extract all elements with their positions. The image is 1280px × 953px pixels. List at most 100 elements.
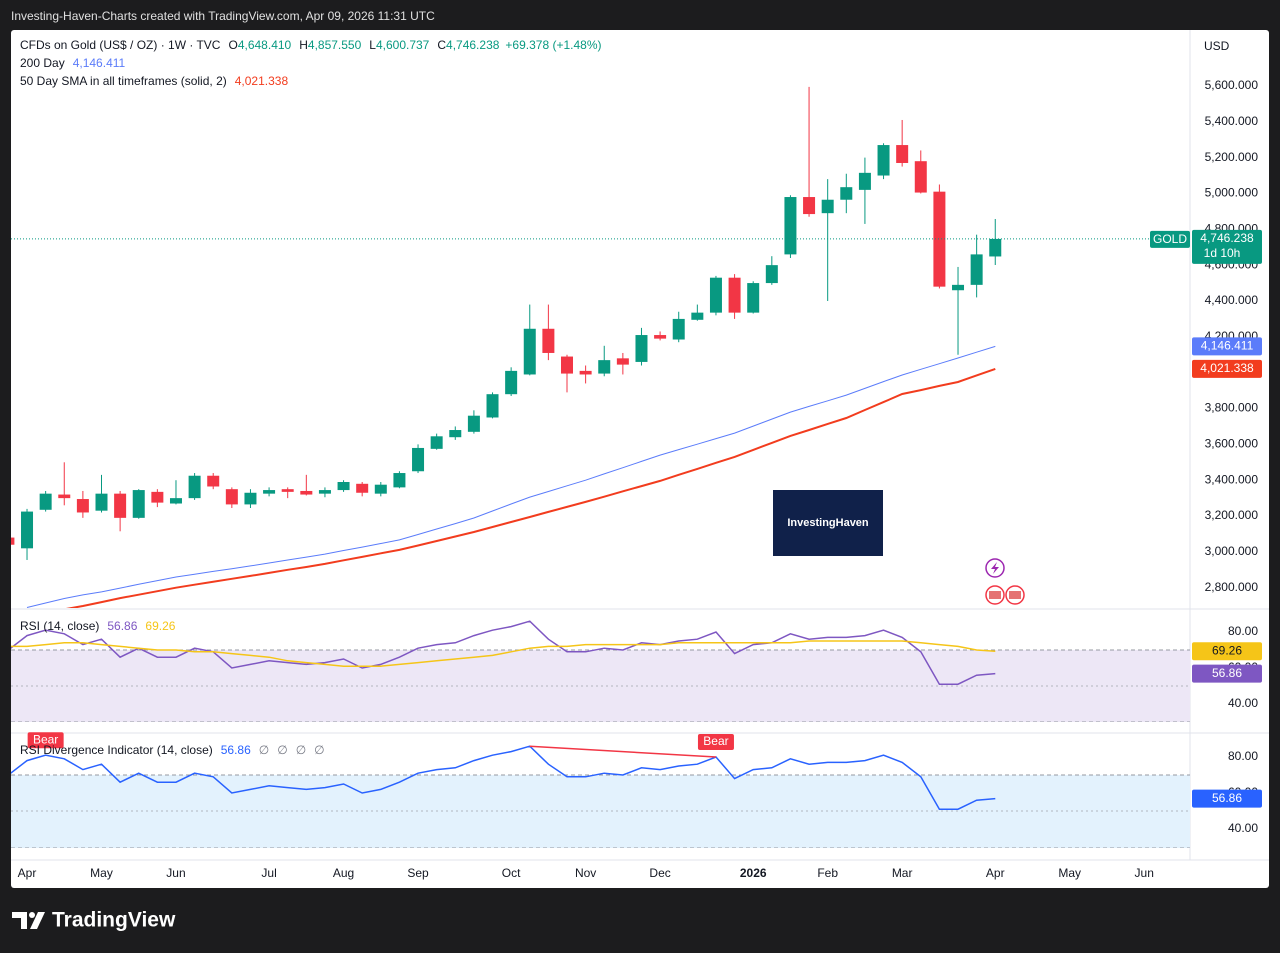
candle-body — [300, 490, 313, 495]
legend-value: 4,746.238 — [446, 38, 500, 52]
legend-name: 50 Day SMA in all timeframes (solid, 2) — [20, 74, 227, 88]
header: Investing-Haven-Charts created with Trad… — [11, 9, 435, 23]
brand-logo — [30, 912, 45, 929]
candle-body — [188, 475, 201, 499]
value-box-label: 69.26 — [1212, 643, 1242, 657]
series-line — [11, 620, 996, 685]
x-tick-label: Jun — [166, 866, 185, 880]
legend-title: CFDs on Gold (US$ / OZ) · 1W · TVC — [20, 38, 221, 52]
candle-body — [989, 238, 1002, 257]
legend-extra: ∅ — [259, 743, 269, 757]
y-tick-label: 3,200.000 — [1205, 508, 1259, 522]
x-tick-label: Nov — [575, 866, 596, 880]
candle-body — [95, 493, 108, 511]
candle-body — [132, 490, 145, 518]
candle-body — [616, 358, 629, 365]
annotation-box — [697, 734, 734, 751]
legend-value: 4,021.338 — [235, 74, 289, 88]
watermark: InvestingHaven — [787, 517, 869, 529]
y-tick-label: 3,600.000 — [1205, 437, 1259, 451]
legend-value: 56.86 — [107, 619, 137, 633]
candle-body — [21, 511, 34, 549]
legend-change: +69.378 (+1.48%) — [505, 38, 601, 52]
brand-logo — [29, 912, 35, 918]
candle-body — [169, 498, 182, 504]
chart-area — [11, 30, 1269, 888]
y-tick-label: 40.00 — [1228, 821, 1258, 835]
candle-body — [542, 328, 555, 353]
y-tick-label: 3,800.000 — [1205, 401, 1259, 415]
candle-body — [523, 328, 536, 375]
candle-body — [430, 436, 443, 449]
legend-key: L — [369, 38, 376, 52]
candle-body — [896, 145, 909, 163]
candle-body — [505, 370, 518, 395]
lightning-icon — [991, 562, 999, 574]
candle-body — [356, 483, 369, 493]
candle-body — [412, 447, 425, 472]
x-tick-label: Jun — [1135, 866, 1154, 880]
countdown: 1d 10h — [1204, 246, 1241, 260]
brand: TradingView — [52, 909, 176, 932]
flag-shape — [989, 591, 1001, 599]
candle-body — [840, 187, 853, 200]
legend: RSI Divergence Indicator (14, close) 56.8… — [20, 743, 325, 757]
value-box — [1192, 337, 1262, 356]
candle-body — [467, 415, 480, 432]
y-tick-label: 80.00 — [1228, 624, 1258, 638]
x-tick-label: Dec — [649, 866, 670, 880]
legend-value: 4,146.411 — [73, 56, 126, 70]
x-tick-label: May — [1058, 866, 1081, 880]
value-box-label: 4,021.338 — [1200, 361, 1254, 375]
x-tick-label: Jul — [261, 866, 276, 880]
candle-body — [654, 335, 667, 339]
legend: CFDs on Gold (US$ / OZ) · 1W · TVC O4,648… — [20, 38, 602, 52]
last-price-box — [1192, 229, 1262, 264]
x-tick-label: Mar — [892, 866, 913, 880]
candle-body — [39, 493, 52, 510]
legend: 200 Day 4,146.411 — [20, 56, 126, 70]
candle-body — [970, 254, 983, 285]
flag-shape — [1009, 591, 1021, 599]
x-tick-label: Aug — [333, 866, 354, 880]
legend-title: RSI Divergence Indicator (14, close) — [20, 743, 213, 757]
annotation: Bear — [33, 732, 58, 746]
watermark-box — [773, 490, 883, 556]
candle-body — [337, 482, 350, 491]
legend-key: C — [437, 38, 446, 52]
divergence-pane — [11, 745, 1190, 848]
x-tick-label: Apr — [18, 866, 37, 880]
y-tick-label: 80.00 — [1228, 749, 1258, 763]
x-tick-label: Sep — [407, 866, 429, 880]
y-tick-label: 5,000.000 — [1205, 186, 1259, 200]
legend-extra: ∅ — [296, 743, 306, 757]
x-tick-label: Feb — [817, 866, 838, 880]
value-box — [1192, 359, 1262, 378]
symbol-label: GOLD — [1153, 232, 1187, 246]
candle-body — [449, 430, 462, 438]
y-tick-label: 3,000.000 — [1205, 544, 1259, 558]
y-tick-label: 2,800.000 — [1205, 580, 1259, 594]
y-tick-label: 40.00 — [1228, 696, 1258, 710]
candle-body — [151, 491, 164, 503]
legend: 50 Day SMA in all timeframes (solid, 2) 4… — [20, 74, 288, 88]
legend-value: 4,600.737 — [376, 38, 430, 52]
candle-body — [747, 283, 760, 313]
legend-value: 4,857.550 — [308, 38, 362, 52]
series-line — [11, 745, 996, 810]
y-tick-label: 5,600.000 — [1205, 78, 1259, 92]
x-tick-label: Oct — [502, 866, 521, 880]
value-box — [1192, 642, 1262, 661]
legend-extra: ∅ — [314, 743, 324, 757]
candle-body — [318, 490, 331, 494]
last-price-label: 4,746.238 — [1200, 231, 1254, 245]
candle-body — [877, 145, 890, 176]
candle-body — [225, 489, 238, 505]
series-line — [11, 640, 996, 667]
candle-body — [933, 191, 946, 287]
brand-logo — [12, 912, 27, 929]
candle-body — [635, 335, 648, 362]
candle-body — [58, 494, 71, 499]
candle-body — [784, 197, 797, 255]
legend-value: 69.26 — [145, 619, 175, 633]
